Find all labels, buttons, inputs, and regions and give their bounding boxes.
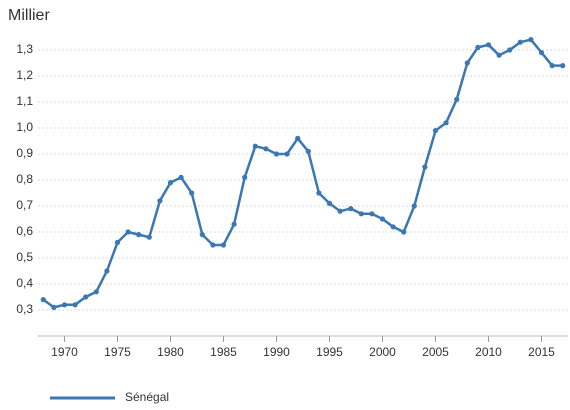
point: [549, 63, 555, 69]
point: [146, 234, 152, 240]
y-tick-label: 0,6: [16, 224, 33, 238]
point: [189, 190, 195, 196]
x-tick-label: 1975: [104, 345, 131, 359]
legend-label: Sénégal: [125, 390, 169, 404]
point: [316, 190, 322, 196]
y-tick-label: 0,3: [16, 302, 33, 316]
y-tick-label: 0,7: [16, 198, 33, 212]
point: [337, 208, 343, 214]
point: [528, 37, 534, 43]
point: [348, 206, 354, 212]
x-tick-label: 1990: [263, 345, 290, 359]
y-tick-label: 1,2: [16, 68, 33, 82]
point: [464, 60, 470, 66]
point: [422, 164, 428, 170]
y-tick-label: 1,3: [16, 42, 33, 56]
x-tick-label: 2005: [422, 345, 449, 359]
x-tick-label: 1995: [316, 345, 343, 359]
x-tick-label: 2010: [475, 345, 502, 359]
point: [242, 174, 248, 180]
point: [284, 151, 290, 157]
point: [326, 200, 333, 206]
point: [496, 52, 502, 58]
x-tick-label: 1980: [157, 345, 184, 359]
point: [167, 180, 174, 186]
point: [157, 198, 163, 204]
point: [114, 239, 121, 245]
point: [199, 232, 205, 238]
point: [83, 294, 89, 300]
point: [178, 174, 184, 180]
point: [220, 242, 227, 248]
x-tick-label: 1985: [210, 345, 237, 359]
chart-title: Millier: [8, 7, 50, 24]
point: [507, 47, 513, 53]
point: [560, 63, 566, 69]
point: [273, 151, 280, 157]
y-tick-label: 0,9: [16, 146, 33, 160]
x-tick-label: 1970: [51, 345, 78, 359]
y-tick-label: 0,4: [16, 276, 33, 290]
point: [231, 221, 237, 227]
point: [295, 135, 301, 141]
point: [369, 211, 375, 217]
point: [538, 50, 545, 56]
point: [432, 128, 439, 134]
point: [379, 216, 386, 222]
point: [443, 120, 449, 126]
y-tick-label: 1,1: [16, 94, 33, 108]
point: [358, 211, 364, 217]
point: [93, 289, 99, 295]
x-tick-label: 2015: [528, 345, 555, 359]
point: [475, 44, 481, 51]
y-tick-label: 0,5: [16, 250, 33, 264]
point: [125, 229, 131, 235]
point: [485, 42, 492, 48]
y-tick-label: 0,8: [16, 172, 33, 186]
point: [104, 268, 110, 274]
point: [252, 143, 258, 149]
point: [305, 148, 311, 154]
point: [263, 146, 269, 152]
point: [210, 242, 216, 248]
line: [42, 38, 563, 309]
point: [61, 302, 68, 308]
y-tick-label: 1,0: [16, 120, 33, 134]
point: [136, 232, 142, 238]
point: [411, 203, 417, 209]
point: [51, 304, 57, 310]
x-tick-label: 2000: [369, 345, 396, 359]
point: [40, 297, 46, 303]
point: [517, 39, 523, 45]
point: [454, 96, 460, 102]
point: [72, 302, 78, 308]
point: [401, 229, 407, 235]
point: [390, 224, 396, 230]
